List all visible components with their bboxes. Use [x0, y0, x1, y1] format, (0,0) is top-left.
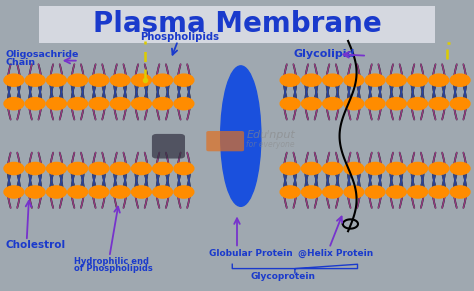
Circle shape	[89, 162, 109, 175]
Text: Glycolipid: Glycolipid	[294, 49, 355, 59]
Text: Cholestrol: Cholestrol	[5, 240, 65, 251]
Circle shape	[408, 162, 428, 175]
Circle shape	[280, 186, 300, 198]
Circle shape	[131, 74, 151, 86]
Circle shape	[46, 162, 66, 175]
Text: Glycoprotein: Glycoprotein	[251, 272, 316, 281]
Circle shape	[386, 97, 406, 110]
Circle shape	[323, 97, 343, 110]
Circle shape	[174, 162, 194, 175]
Circle shape	[153, 74, 173, 86]
Circle shape	[25, 97, 45, 110]
Circle shape	[25, 186, 45, 198]
Circle shape	[4, 97, 24, 110]
Circle shape	[323, 74, 343, 86]
Circle shape	[301, 186, 321, 198]
Circle shape	[68, 97, 88, 110]
FancyBboxPatch shape	[38, 6, 436, 43]
Circle shape	[386, 186, 406, 198]
Circle shape	[46, 97, 66, 110]
Circle shape	[323, 186, 343, 198]
Circle shape	[153, 162, 173, 175]
Text: Hydrophilic end: Hydrophilic end	[74, 257, 149, 266]
Text: Chain: Chain	[5, 58, 36, 67]
Circle shape	[450, 186, 470, 198]
Circle shape	[174, 97, 194, 110]
Circle shape	[386, 162, 406, 175]
Circle shape	[408, 74, 428, 86]
Text: Phospholipids: Phospholipids	[140, 32, 219, 42]
Circle shape	[365, 97, 385, 110]
Text: of Phospholipids: of Phospholipids	[74, 264, 153, 273]
Circle shape	[280, 162, 300, 175]
Circle shape	[4, 74, 24, 86]
Circle shape	[110, 74, 130, 86]
Circle shape	[365, 74, 385, 86]
Circle shape	[450, 74, 470, 86]
Circle shape	[429, 97, 449, 110]
Circle shape	[280, 97, 300, 110]
FancyBboxPatch shape	[152, 134, 185, 159]
Circle shape	[365, 162, 385, 175]
Circle shape	[450, 97, 470, 110]
Circle shape	[323, 162, 343, 175]
Circle shape	[131, 162, 151, 175]
Circle shape	[110, 97, 130, 110]
Circle shape	[429, 74, 449, 86]
Circle shape	[280, 74, 300, 86]
Circle shape	[68, 162, 88, 175]
Circle shape	[89, 186, 109, 198]
Circle shape	[25, 162, 45, 175]
Circle shape	[89, 74, 109, 86]
FancyBboxPatch shape	[206, 131, 244, 151]
Circle shape	[429, 186, 449, 198]
Circle shape	[429, 162, 449, 175]
Circle shape	[344, 186, 364, 198]
Text: Plasma Membrane: Plasma Membrane	[92, 10, 382, 38]
Circle shape	[344, 162, 364, 175]
Text: Eduᴵnput: Eduᴵnput	[246, 130, 295, 140]
Circle shape	[110, 162, 130, 175]
Circle shape	[4, 186, 24, 198]
Circle shape	[408, 97, 428, 110]
Circle shape	[408, 186, 428, 198]
Circle shape	[131, 186, 151, 198]
Text: Globular Protein: Globular Protein	[209, 249, 292, 258]
Circle shape	[386, 74, 406, 86]
Ellipse shape	[221, 66, 261, 206]
Circle shape	[4, 162, 24, 175]
Circle shape	[68, 74, 88, 86]
Circle shape	[344, 74, 364, 86]
Circle shape	[174, 186, 194, 198]
Circle shape	[153, 97, 173, 110]
Circle shape	[301, 74, 321, 86]
Text: for everyone: for everyone	[246, 140, 295, 148]
Circle shape	[25, 74, 45, 86]
Circle shape	[174, 74, 194, 86]
Circle shape	[301, 162, 321, 175]
Text: @Helix Protein: @Helix Protein	[299, 249, 374, 258]
Circle shape	[89, 97, 109, 110]
Circle shape	[344, 97, 364, 110]
Circle shape	[46, 186, 66, 198]
Circle shape	[153, 186, 173, 198]
Circle shape	[365, 186, 385, 198]
Circle shape	[110, 186, 130, 198]
Circle shape	[131, 97, 151, 110]
Circle shape	[301, 97, 321, 110]
Circle shape	[450, 162, 470, 175]
Circle shape	[68, 186, 88, 198]
Circle shape	[46, 74, 66, 86]
Text: Oligosachride: Oligosachride	[5, 50, 79, 59]
